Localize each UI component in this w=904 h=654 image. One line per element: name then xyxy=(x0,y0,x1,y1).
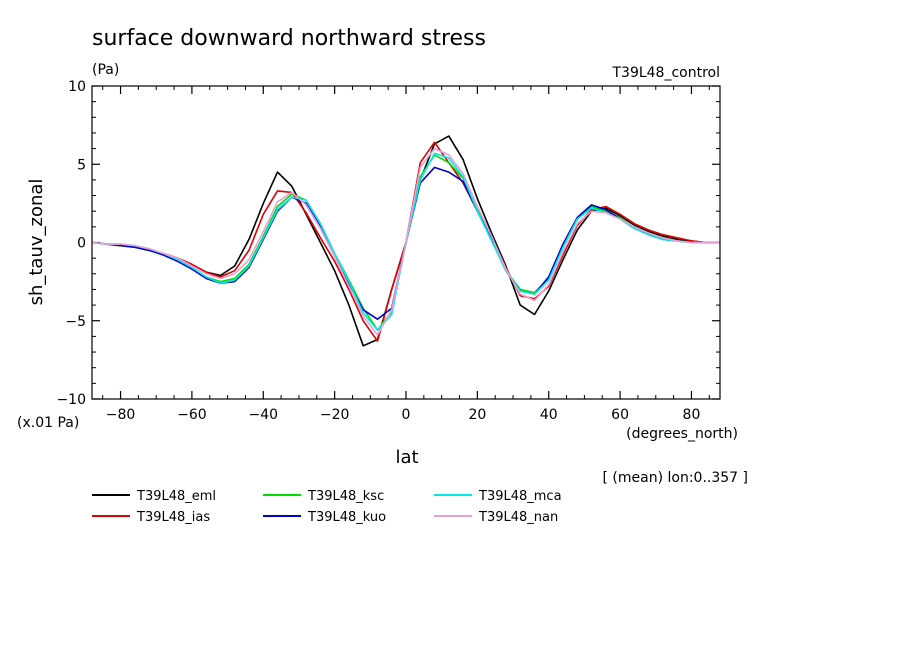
x-tick-label: −60 xyxy=(177,407,207,423)
units-label: (Pa) xyxy=(92,62,119,78)
legend-label: T39L48_eml xyxy=(136,489,216,504)
legend-item: T39L48_nan xyxy=(434,510,558,525)
x-tick-label: 20 xyxy=(468,407,486,423)
legend-item: T39L48_mca xyxy=(434,489,562,504)
x-tick-label: −80 xyxy=(106,407,136,423)
plot-frame xyxy=(91,85,721,400)
legend-label: T39L48_mca xyxy=(478,489,562,504)
x-tick-label: −20 xyxy=(320,407,350,423)
legend-label: T39L48_nan xyxy=(478,510,558,525)
y-tick-label: 0 xyxy=(77,236,86,252)
legend-label: T39L48_kuo xyxy=(307,510,386,525)
y-tick-label: 10 xyxy=(68,79,86,95)
legend: T39L48_eml T39L48_ias T39L48_ksc T39L48_kuo… xyxy=(92,489,562,525)
x-tick-label: 40 xyxy=(540,407,558,423)
x-tick-label: 0 xyxy=(402,407,411,423)
x-tick-label: 80 xyxy=(683,407,701,423)
x-axis-label: lat xyxy=(395,447,418,468)
series-line-t39l48_nan xyxy=(91,147,720,336)
y-tick-label: −5 xyxy=(65,314,86,330)
x-units-label: (degrees_north) xyxy=(626,426,738,442)
experiment-label: T39L48_control xyxy=(611,65,720,81)
region-note: [ (mean) lon:0..357 ] xyxy=(603,470,748,486)
chart-title: surface downward northward stress xyxy=(92,26,486,51)
scale-note: (x.01 Pa) xyxy=(17,415,79,431)
legend-item: T39L48_ksc xyxy=(263,489,384,504)
y-tick-label: 5 xyxy=(77,157,86,173)
legend-item: T39L48_eml xyxy=(92,489,216,504)
x-tick-label: −40 xyxy=(248,407,278,423)
y-axis-label: sh_tauv_zonal xyxy=(26,179,47,306)
y-tick-label: −10 xyxy=(56,392,86,408)
legend-label: T39L48_ksc xyxy=(307,489,384,504)
series-layer xyxy=(91,135,720,347)
legend-item: T39L48_kuo xyxy=(263,510,386,525)
legend-item: T39L48_ias xyxy=(92,510,210,525)
x-tick-label: 60 xyxy=(611,407,629,423)
legend-label: T39L48_ias xyxy=(136,510,210,525)
